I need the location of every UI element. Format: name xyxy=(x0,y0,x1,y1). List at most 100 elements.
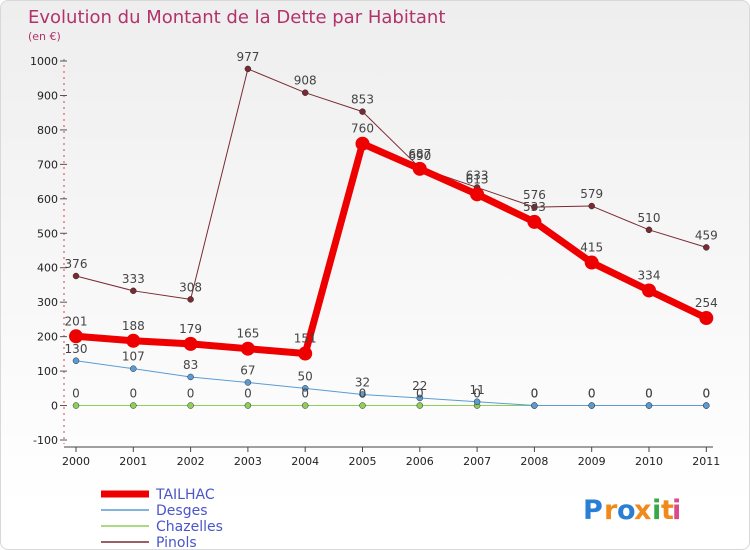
x-tick-label: 2002 xyxy=(177,455,205,468)
data-point-pinols xyxy=(187,296,194,303)
data-label-pinols: 853 xyxy=(351,93,374,107)
data-point-desges xyxy=(72,357,80,365)
x-tick-label: 2006 xyxy=(406,455,434,468)
data-label-pinols: 908 xyxy=(294,74,317,88)
y-tick-label: 900 xyxy=(37,89,58,102)
y-tick-label: 400 xyxy=(37,262,58,275)
y-tick-label: -100 xyxy=(33,434,58,447)
data-point-pinols xyxy=(72,272,80,280)
data-label-chazelles: 0 xyxy=(588,387,596,401)
data-point-tailhac xyxy=(183,336,198,351)
data-label-tailhac: 334 xyxy=(638,268,661,282)
data-point-tailhac xyxy=(584,255,599,270)
y-tick-label: 600 xyxy=(37,193,58,206)
data-label-desges: 11 xyxy=(469,383,484,397)
legend-label-pinols: Pinols xyxy=(156,535,197,550)
logo-letter: P xyxy=(583,495,603,526)
data-label-pinols: 459 xyxy=(695,228,718,242)
logo-letter: x xyxy=(634,495,651,526)
series-line-desges xyxy=(75,360,707,407)
data-label-desges: 0 xyxy=(588,387,596,401)
data-label-tailhac: 201 xyxy=(65,314,88,328)
data-label-pinols: 633 xyxy=(466,168,489,182)
data-point-desges xyxy=(703,402,710,409)
x-tick-label: 2010 xyxy=(635,455,663,468)
data-point-chazelles xyxy=(416,402,424,409)
x-tick-label: 2003 xyxy=(234,455,262,468)
y-tick-label: 200 xyxy=(37,331,58,344)
data-point-desges xyxy=(531,402,538,409)
data-point-pinols xyxy=(244,65,252,73)
y-tick-label: 700 xyxy=(37,158,58,171)
logo-letter: i xyxy=(652,495,661,526)
data-label-pinols: 510 xyxy=(638,211,661,225)
data-label-chazelles: 0 xyxy=(359,387,367,401)
data-label-pinols: 690 xyxy=(408,149,431,163)
chart-subtitle: (en €) xyxy=(28,30,61,43)
data-point-chazelles xyxy=(359,402,366,409)
series-line-pinols xyxy=(75,68,707,300)
data-point-tailhac xyxy=(470,187,485,202)
y-tick-label: 300 xyxy=(37,296,58,309)
data-label-tailhac: 179 xyxy=(179,322,202,336)
data-label-pinols: 333 xyxy=(122,272,145,286)
x-tick-label: 2005 xyxy=(349,455,377,468)
x-tick-label: 2004 xyxy=(291,455,319,468)
x-tick-label: 2000 xyxy=(62,455,90,468)
data-point-chazelles xyxy=(301,402,309,409)
data-point-chazelles xyxy=(244,402,252,409)
data-label-tailhac: 533 xyxy=(523,200,546,214)
data-label-chazelles: 0 xyxy=(645,387,653,401)
series-line-tailhac xyxy=(72,140,710,358)
data-label-chazelles: 0 xyxy=(416,387,424,401)
data-point-pinols xyxy=(645,226,653,234)
data-point-chazelles xyxy=(187,402,194,409)
data-point-desges xyxy=(645,402,653,409)
y-tick-label: 100 xyxy=(37,365,58,378)
data-point-pinols xyxy=(301,89,309,96)
data-label-tailhac: 415 xyxy=(580,241,603,255)
data-point-desges xyxy=(588,402,595,409)
data-point-desges xyxy=(416,394,424,402)
data-point-tailhac xyxy=(527,214,542,229)
data-label-chazelles: 0 xyxy=(531,387,539,401)
data-label-desges: 107 xyxy=(122,350,145,364)
series-lines xyxy=(69,65,714,409)
logo-letter: i xyxy=(672,495,681,526)
data-label-tailhac: 687 xyxy=(408,147,431,161)
data-label-desges: 83 xyxy=(183,358,198,372)
y-tick-label: 1000 xyxy=(30,55,58,68)
x-tick-label: 2011 xyxy=(692,455,720,468)
logo-letter: o xyxy=(617,495,636,526)
data-label-desges: 0 xyxy=(702,387,710,401)
data-point-chazelles xyxy=(130,402,137,409)
data-label-desges: 67 xyxy=(240,363,255,377)
data-label-tailhac: 254 xyxy=(695,296,718,310)
data-label-chazelles: 0 xyxy=(473,387,481,401)
data-point-pinols xyxy=(359,108,366,115)
data-point-pinols xyxy=(588,202,595,210)
data-point-tailhac xyxy=(69,329,83,344)
x-tick-label: 2007 xyxy=(463,455,491,468)
x-tick-label: 2001 xyxy=(119,455,147,468)
x-tick-label: 2009 xyxy=(578,455,606,468)
data-label-chazelles: 0 xyxy=(702,387,710,401)
x-tick-label: 2008 xyxy=(520,455,548,468)
data-point-tailhac xyxy=(240,341,255,356)
data-label-desges: 32 xyxy=(355,376,370,390)
logo-letter: t xyxy=(661,495,674,526)
data-label-tailhac: 188 xyxy=(122,319,145,333)
data-label-desges: 50 xyxy=(298,369,313,383)
data-label-tailhac: 613 xyxy=(466,172,489,186)
data-point-tailhac xyxy=(126,333,141,348)
data-point-pinols xyxy=(531,203,538,211)
data-point-desges xyxy=(473,398,481,406)
data-label-pinols: 576 xyxy=(523,188,546,202)
data-label-tailhac: 151 xyxy=(294,332,317,346)
data-label-tailhac: 165 xyxy=(236,327,259,341)
data-point-pinols xyxy=(703,244,710,251)
data-point-tailhac xyxy=(355,136,370,151)
y-tick-label: 0 xyxy=(51,400,58,413)
data-label-desges: 130 xyxy=(65,342,88,356)
